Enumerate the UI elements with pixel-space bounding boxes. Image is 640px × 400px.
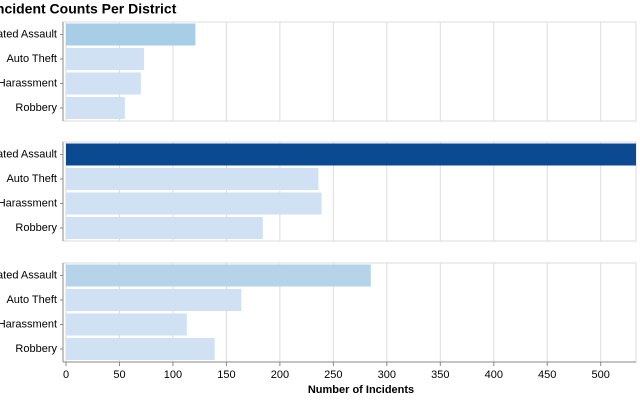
x-tick-label: 500 bbox=[592, 369, 610, 381]
y-tick-label: Auto Theft bbox=[6, 173, 57, 185]
x-axis-label: Number of Incidents bbox=[308, 384, 414, 396]
bar bbox=[66, 264, 371, 287]
bar bbox=[66, 97, 125, 119]
x-tick-label: 300 bbox=[378, 369, 396, 381]
y-tick-label: Auto Theft bbox=[6, 294, 57, 306]
x-tick-label: 450 bbox=[538, 369, 556, 381]
x-tick-label: 50 bbox=[113, 369, 125, 381]
bar bbox=[66, 217, 263, 239]
y-tick-label: Harassment bbox=[0, 197, 57, 209]
y-tick-label: Harassment bbox=[0, 318, 57, 330]
y-tick-label: Robbery bbox=[15, 343, 57, 355]
chart-title: Incident Counts Per District bbox=[0, 1, 177, 17]
x-tick-label: 200 bbox=[271, 369, 289, 381]
bar bbox=[66, 48, 145, 70]
y-tick-label: Aggravated Assault bbox=[0, 28, 57, 40]
bar bbox=[66, 338, 215, 360]
y-tick-label: Auto Theft bbox=[6, 53, 57, 65]
x-tick-label: 400 bbox=[485, 369, 503, 381]
y-tick-label: Robbery bbox=[15, 102, 57, 114]
bar bbox=[66, 168, 319, 190]
bar bbox=[66, 192, 322, 215]
bar bbox=[66, 313, 187, 336]
y-tick-label: Robbery bbox=[15, 222, 57, 234]
bar bbox=[66, 23, 196, 46]
x-tick-label: 350 bbox=[431, 369, 449, 381]
bar bbox=[66, 72, 141, 95]
x-tick-label: 250 bbox=[324, 369, 342, 381]
y-tick-label: Aggravated Assault bbox=[0, 148, 57, 160]
x-tick-label: 0 bbox=[63, 369, 69, 381]
x-tick-label: 150 bbox=[217, 369, 235, 381]
x-tick-label: 100 bbox=[164, 369, 182, 381]
bar bbox=[66, 143, 636, 166]
y-tick-label: Aggravated Assault bbox=[0, 269, 57, 281]
bar bbox=[66, 289, 242, 311]
y-tick-label: Harassment bbox=[0, 77, 57, 89]
